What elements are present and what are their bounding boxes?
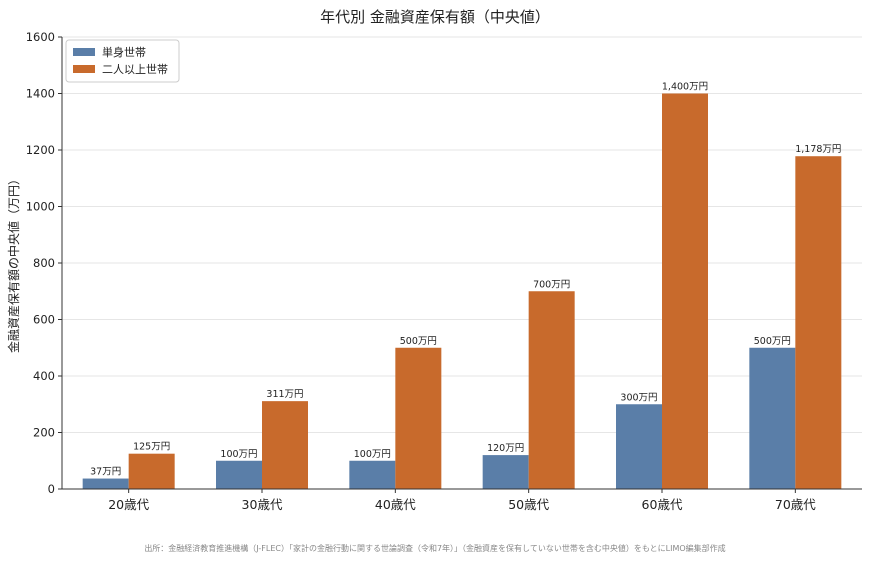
- bar-value-label: 700万円: [533, 279, 570, 290]
- data-labels: 37万円 125万円 100万円 311万円 100万円 500万円 120万円 700万円 3…: [90, 82, 841, 478]
- bar: [216, 460, 262, 489]
- bar-value-label: 100万円: [354, 449, 391, 460]
- x-tick-label: 40歳代: [375, 497, 416, 512]
- bar-value-label: 500万円: [754, 336, 791, 347]
- bar-value-label: 311万円: [266, 389, 303, 400]
- source-note: 出所：金融経済教育推進機構（J-FLEC）「家計の金融行動に関する世論調査（令和…: [144, 544, 726, 553]
- legend-label: 二人以上世帯: [102, 63, 168, 76]
- bar-value-label: 500万円: [400, 336, 437, 347]
- chart-title: 年代別 金融資産保有額（中央値）: [320, 8, 550, 26]
- y-tick-label: 600: [33, 313, 55, 327]
- y-tick-label: 1600: [26, 30, 55, 44]
- x-tick-label: 30歳代: [242, 497, 283, 512]
- y-tick-label: 1200: [26, 143, 55, 157]
- y-tick-label: 200: [33, 426, 55, 440]
- bar: [795, 156, 842, 489]
- bar-value-label: 120万円: [487, 443, 524, 454]
- x-tick-label: 60歳代: [642, 497, 683, 512]
- bar-value-label: 300万円: [620, 392, 657, 403]
- y-tick-label: 1400: [26, 87, 55, 101]
- grid-lines: [62, 36, 862, 433]
- bar: [395, 347, 442, 489]
- bar: [482, 455, 529, 489]
- y-tick-label: 800: [33, 256, 55, 270]
- legend-swatch: [73, 48, 95, 56]
- y-tick-label: 1000: [26, 200, 55, 214]
- bar: [349, 460, 396, 489]
- bar-value-label: 100万円: [220, 449, 257, 460]
- bar: [662, 93, 708, 489]
- bar: [82, 478, 129, 489]
- bar: [128, 453, 175, 489]
- bar-value-label: 125万円: [133, 442, 170, 453]
- legend-label: 単身世帯: [102, 45, 146, 59]
- bar-value-label: 1,400万円: [662, 82, 708, 93]
- legend-swatch: [73, 65, 95, 73]
- y-axis-label: 金融資産保有額の中央値（万円）: [6, 173, 21, 353]
- bar: [616, 404, 662, 489]
- x-tick-label: 70歳代: [775, 497, 816, 512]
- y-tick-label: 0: [48, 482, 55, 496]
- bar: [262, 401, 308, 489]
- x-tick-label: 50歳代: [508, 497, 549, 512]
- y-tick-label: 400: [33, 369, 55, 383]
- bars: [82, 93, 842, 489]
- x-tick-label: 20歳代: [108, 497, 149, 512]
- bar: [528, 291, 575, 489]
- axes: 0 200 400 600 800 1000 1200 1400 1600 20歳代 30歳代 40歳…: [26, 30, 862, 512]
- bar-value-label: 1,178万円: [795, 144, 841, 155]
- bar: [749, 347, 796, 489]
- bar-value-label: 37万円: [90, 467, 121, 478]
